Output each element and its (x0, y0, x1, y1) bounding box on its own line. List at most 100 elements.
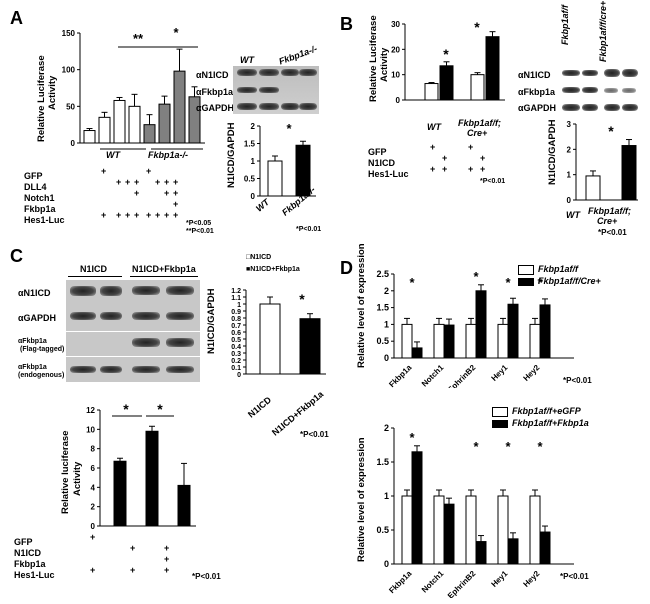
significance-star: * (299, 291, 305, 307)
condition-mark: + (125, 210, 131, 220)
y-tick-label: 150 (62, 29, 76, 38)
panel-b-quant-cat-1: WT (566, 210, 580, 220)
bar (497, 495, 509, 565)
condition-row: Hes1-Luc + + + + (368, 164, 485, 182)
y-tick-label: 12 (86, 406, 95, 415)
condition-label: Fkbp1a (14, 559, 46, 569)
y-tick-label: 0.1 (231, 365, 241, 372)
condition-mark: + (130, 565, 136, 575)
bar (539, 531, 551, 565)
panel-b-blot-image (560, 65, 640, 115)
condition-row: GFP + + (368, 142, 473, 160)
category-label: Fkbp1a (387, 569, 414, 596)
bar (475, 541, 487, 565)
panel-a-group-wt: WT (106, 150, 120, 160)
y-tick-label: 0 (251, 192, 256, 200)
panel-c-luciferase-chart: 0 2 4 6 8 10 12 * * (86, 401, 196, 530)
y-tick-label: 0 (91, 522, 96, 530)
panel-c-blot-row-3: αFkbp1a (18, 338, 47, 345)
bar (433, 323, 445, 359)
y-tick-label: 0 (567, 196, 572, 205)
panel-b-group-wt: WT (427, 122, 441, 132)
panel-b-group-cko: Fkbp1af/f; (458, 118, 502, 128)
panel-d-top-pvalue: *P<0.01 (563, 376, 592, 385)
category-label: Notch1 (420, 363, 446, 388)
condition-label: Fkbp1a (24, 204, 56, 214)
panel-c-blot-row-4: αFkbp1a (18, 364, 47, 371)
panel-a-quant-chart: 0 0.5 1 1.5 2 * (244, 121, 316, 200)
significance-star: * (505, 275, 511, 290)
y-tick-label: 10 (86, 425, 95, 434)
condition-row: N1ICD + + (368, 153, 485, 171)
bar (529, 495, 541, 565)
y-tick-label: 2 (384, 423, 389, 433)
bar (475, 290, 487, 359)
panel-b-quant-ylabel: N1ICD/GAPDH (547, 119, 558, 185)
condition-label: GFP (24, 171, 43, 181)
y-tick-label: 1 (251, 157, 256, 166)
bar (113, 460, 127, 527)
bar (113, 99, 126, 144)
y-tick-label: 1.5 (376, 457, 389, 467)
significance-star: * (474, 19, 480, 35)
panel-c-quant-cat-1: N1ICD (246, 394, 274, 420)
bar (411, 451, 423, 565)
panel-a-blot-row-2: αFkbp1a (196, 87, 234, 97)
condition-mark: + (155, 210, 161, 220)
y-tick-label: 0.5 (231, 337, 241, 344)
significance-star: * (173, 25, 179, 40)
condition-label: Hes1-Luc (24, 215, 65, 225)
panel-b-luciferase-chart: 0 10 20 30 * * (391, 19, 505, 105)
y-tick-label: 0 (71, 139, 76, 148)
panel-c-blot-row-2: αGAPDH (18, 313, 57, 323)
bar (539, 304, 551, 359)
significance-star: * (505, 439, 511, 454)
bar (145, 430, 159, 527)
y-tick-label: 1.5 (376, 303, 389, 313)
significance-star: * (473, 439, 479, 454)
condition-mark: + (101, 166, 107, 176)
bar (465, 495, 477, 565)
category-label: Hey2 (522, 569, 542, 589)
y-tick-label: 0.5 (376, 336, 389, 346)
condition-mark: + (155, 177, 161, 187)
bar (128, 105, 141, 144)
panel-b-group-cre: Cre+ (467, 128, 488, 138)
y-tick-label: 0.5 (376, 525, 389, 535)
y-tick-label: 30 (391, 20, 400, 29)
bar (621, 145, 637, 201)
panel-b-blot-row-2: αFkbp1a (518, 87, 556, 97)
panel-c-luc-ylabel: Relative luciferase (60, 430, 71, 514)
category-label: Hey2 (522, 363, 542, 383)
condition-label: GFP (14, 537, 33, 547)
condition-mark: + (90, 532, 96, 542)
panel-c-header-rule-1 (68, 276, 122, 277)
significance-star: * (473, 269, 479, 284)
y-tick-label: 0 (396, 96, 401, 105)
bar (443, 503, 455, 565)
y-tick-label: 0.4 (231, 344, 241, 351)
panel-b-blot-header-1: Fkbp1af/f (560, 4, 570, 45)
panel-a-pvalue-1: *P<0.05 (186, 220, 212, 227)
category-label: Hey1 (490, 363, 510, 383)
y-tick-label: 0 (384, 559, 389, 569)
condition-mark: + (173, 177, 179, 187)
condition-mark: + (134, 177, 140, 187)
bar (443, 324, 455, 359)
y-tick-label: 1 (384, 491, 389, 501)
panel-c-quant-chart: 00.10.20.30.40.50.60.70.80.911.11.2 * (231, 288, 326, 378)
panel-a-ylabel-2: Activity (47, 75, 58, 110)
panel-c-blot-header-2: N1ICD+Fkbp1a (132, 264, 196, 274)
category-label: Notch1 (420, 569, 446, 595)
panel-b-blot-row-1: αN1ICD (518, 70, 551, 80)
bar (259, 303, 281, 375)
bar (465, 323, 477, 359)
y-tick-label: 1 (384, 319, 389, 329)
panel-d-bottom-legend-1: Fkbp1af/f+eGFP (492, 406, 581, 417)
bar (439, 65, 454, 101)
significance-star: * (537, 275, 543, 290)
category-label: EphrinB2 (446, 569, 478, 598)
panel-a-blot-row-3: αGAPDH (196, 103, 235, 113)
condition-mark: + (90, 565, 96, 575)
